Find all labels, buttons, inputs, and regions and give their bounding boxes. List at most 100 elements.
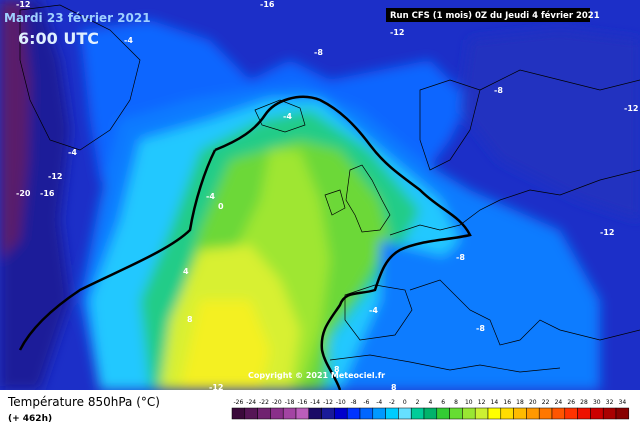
contour-label: 0	[218, 202, 224, 211]
colorbar-swatch	[282, 407, 297, 420]
lead-time: (+ 462h)	[8, 414, 52, 424]
colorbar-swatch	[231, 407, 246, 420]
contour-label: -4	[283, 112, 292, 121]
colorbar-swatch	[359, 407, 374, 420]
colorbar-swatch	[577, 407, 591, 420]
copyright: Copyright © 2021 Meteociel.fr	[248, 371, 385, 380]
colorbar-swatch	[449, 407, 463, 420]
colorbar-label: 14	[491, 399, 499, 406]
colorbar-label: -22	[259, 399, 269, 406]
contour-label: -12	[48, 172, 62, 181]
colorbar-label: -26	[233, 399, 243, 406]
colorbar-label: -16	[297, 399, 307, 406]
colorbar-label: -2	[389, 399, 395, 406]
contour-label: -12	[209, 383, 223, 392]
colorbar-label: -24	[246, 399, 256, 406]
colorbar-label: -20	[272, 399, 282, 406]
colorbar-label: 12	[478, 399, 486, 406]
colorbar-swatch	[526, 407, 540, 420]
colorbar-label: 10	[465, 399, 473, 406]
colorbar-swatch	[615, 407, 630, 420]
colorbar-label: -12	[323, 399, 333, 406]
colorbar-swatch	[372, 407, 386, 420]
colorbar-swatch	[513, 407, 527, 420]
colorbar-swatch	[346, 407, 361, 420]
colorbar-swatch	[308, 407, 322, 420]
contour-label: -20	[16, 189, 31, 198]
colorbar-label: 22	[542, 399, 550, 406]
forecast-time: 6:00 UTC	[18, 29, 99, 48]
colorbar-label: -14	[310, 399, 320, 406]
contour-label: -12	[16, 0, 30, 9]
colorbar-label: -18	[285, 399, 295, 406]
contour-label: -4	[124, 36, 133, 45]
colorbar-swatch	[334, 407, 348, 420]
contour-label: -12	[600, 228, 614, 237]
contour-label: -12	[390, 28, 404, 37]
colorbar-label: 30	[593, 399, 601, 406]
colorbar-label: 26	[567, 399, 575, 406]
contour-label: -4	[206, 192, 215, 201]
colorbar-label: 20	[529, 399, 537, 406]
colorbar-swatch	[602, 407, 617, 420]
coastlines	[19, 4, 640, 373]
colorbar-swatch	[564, 407, 578, 420]
contour-label: 8	[334, 365, 340, 374]
contour-label: 4	[183, 267, 189, 276]
colorbar-swatch	[487, 407, 502, 420]
contour-labels: -12 -16-12-4-8-8-12-4-4-12-20 -16 -40-12-84…	[16, 0, 638, 392]
colorbar-swatch	[410, 407, 425, 420]
colorbar-label: -10	[336, 399, 346, 406]
colorbar-label: 24	[555, 399, 563, 406]
contour-label: -4	[68, 148, 77, 157]
colorbar-label: 18	[516, 399, 524, 406]
colorbar-swatch	[590, 407, 604, 420]
colorbar-swatch	[257, 407, 271, 420]
contour-label: -8	[314, 48, 323, 57]
contour-label: -8	[456, 253, 465, 262]
zero-isotherm	[18, 149, 217, 351]
temperature-field: -12 -16-12-4-8-8-12-4-4-12-20 -16 -40-12-84…	[0, 0, 640, 392]
colorbar-label: 28	[580, 399, 588, 406]
colorbar-label: 8	[454, 399, 458, 406]
colorbar-swatch	[321, 407, 335, 420]
colorbar-label: 32	[606, 399, 614, 406]
contour-label: 8	[187, 315, 193, 324]
colorbar-swatch	[270, 407, 284, 420]
colorbar-swatch	[500, 407, 514, 420]
colorbar-swatch	[385, 407, 399, 420]
contour-label: -4	[369, 306, 378, 315]
zero-isotherm	[214, 95, 472, 390]
colorbar-swatch	[462, 407, 476, 420]
colorbar-label: 4	[428, 399, 432, 406]
colorbar-swatch	[423, 407, 438, 420]
forecast-date: Mardi 23 février 2021	[4, 11, 151, 25]
colorbar-label: 0	[403, 399, 407, 406]
colorbar-label: -6	[363, 399, 369, 406]
run-info: Run CFS (1 mois) 0Z du Jeudi 4 février 2…	[390, 10, 600, 21]
colorbar: -26 -24 -22 -20 -18 -16 -14 -12 -10 -8 -6 -4 -2 0 2 4 6 8…	[231, 399, 630, 420]
colorbar-swatch	[436, 407, 450, 420]
colorbar-swatch	[474, 407, 489, 420]
colorbar-label: 16	[503, 399, 511, 406]
contour-label: -12	[624, 104, 638, 113]
colorbar-label: 2	[416, 399, 420, 406]
contour-label: 8	[391, 383, 397, 392]
field-title: Température 850hPa (°C)	[7, 395, 160, 409]
contour-label: -8	[494, 86, 503, 95]
colorbar-swatch	[538, 407, 553, 420]
colorbar-label: 34	[619, 399, 627, 406]
contour-label: -16	[260, 0, 275, 9]
colorbar-label: -4	[376, 399, 382, 406]
run-banner	[386, 8, 590, 22]
colorbar-swatch	[244, 407, 258, 420]
colorbar-swatch	[398, 407, 412, 420]
colorbar-label: 6	[441, 399, 445, 406]
colorbar-swatch	[295, 407, 310, 420]
contour-label: -8	[476, 324, 485, 333]
contour-label: -16	[40, 189, 55, 198]
colorbar-swatch	[551, 407, 566, 420]
colorbar-label: -8	[351, 399, 357, 406]
